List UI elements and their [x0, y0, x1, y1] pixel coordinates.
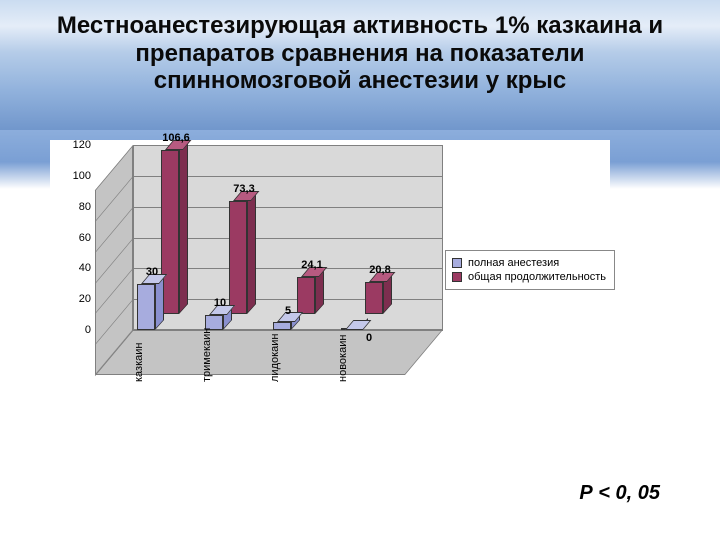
bar-value-label: 20,8 [360, 264, 400, 276]
bar-value-label: 106,6 [156, 132, 196, 144]
legend-swatch [452, 258, 462, 268]
bar-value-label: 24,1 [292, 259, 332, 271]
legend-swatch [452, 272, 462, 282]
ytick: 40 [65, 262, 91, 274]
bar-value-label: 73,3 [224, 183, 264, 195]
ytick: 0 [65, 324, 91, 336]
ytick: 60 [65, 232, 91, 244]
legend-label: полная анестезия [468, 257, 559, 269]
ytick: 20 [65, 293, 91, 305]
ytick: 100 [65, 170, 91, 182]
ytick: 80 [65, 201, 91, 213]
bar-value-label: 5 [268, 305, 308, 317]
p-value-note: Р < 0, 05 [579, 482, 660, 505]
chart-container: 0 20 40 60 80 100 120 106,6 30 казкаин [50, 140, 610, 470]
page-title: Местноанестезирующая активность 1% казка… [0, 0, 720, 95]
ytick: 120 [65, 139, 91, 151]
legend-item: общая продолжительность [452, 271, 608, 283]
legend-label: общая продолжительность [468, 271, 606, 283]
bar-value-label: 0 [349, 332, 389, 344]
bar-value-label: 30 [132, 266, 172, 278]
plot-area: 0 20 40 60 80 100 120 106,6 30 казкаин [95, 145, 405, 375]
legend: полная анестезия общая продолжительность [445, 250, 615, 290]
legend-item: полная анестезия [452, 257, 608, 269]
bar-value-label: 10 [200, 297, 240, 309]
